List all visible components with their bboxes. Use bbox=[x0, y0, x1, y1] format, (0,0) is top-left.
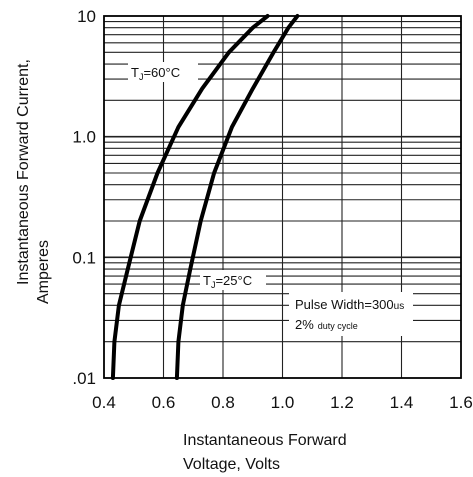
y-tick-label: .01 bbox=[72, 369, 96, 388]
x-tick-label: 0.4 bbox=[92, 393, 116, 412]
series-label-25c: TJ=25°C bbox=[200, 270, 266, 290]
x-axis-title-line2: Voltage, Volts bbox=[183, 456, 280, 473]
series-label-60c-sub: J bbox=[139, 72, 144, 82]
y-tick-label: 10 bbox=[77, 7, 96, 26]
series-label-60c: TJ=60°C bbox=[128, 62, 198, 82]
pulse-annotation: Pulse Width=300us 2% duty cycle bbox=[289, 292, 413, 336]
series-label-60c-text: TJ=60°C bbox=[131, 65, 180, 82]
x-tick-label: 1.4 bbox=[390, 393, 414, 412]
grid bbox=[104, 16, 461, 378]
series-line-1 bbox=[174, 14, 300, 380]
x-tick-label: 1.2 bbox=[330, 393, 354, 412]
series-label-25c-rest: =25°C bbox=[215, 273, 252, 288]
curves bbox=[110, 14, 300, 380]
series-label-60c-rest: =60°C bbox=[143, 65, 180, 80]
pulse-annotation-line2-main: 2% bbox=[295, 317, 314, 332]
y-tick-label: 1.0 bbox=[72, 128, 96, 147]
series-label-60c-main: T bbox=[131, 65, 139, 80]
y-tick-label: 0.1 bbox=[72, 248, 96, 267]
series-label-25c-bg bbox=[200, 270, 266, 290]
tick-labels: 0.4 0.6 0.8 1.0 1.2 1.4 1.6 .01 0.1 1.0 10 bbox=[72, 7, 472, 412]
plot-border bbox=[103, 15, 462, 379]
x-tick-label: 0.8 bbox=[211, 393, 235, 412]
x-tick-label: 0.6 bbox=[152, 393, 176, 412]
pulse-annotation-line2: 2% duty cycle bbox=[295, 317, 358, 332]
x-tick-label: 1.6 bbox=[449, 393, 473, 412]
pulse-annotation-bg bbox=[289, 292, 413, 336]
x-tick-label: 1.0 bbox=[271, 393, 295, 412]
pulse-annotation-line1: Pulse Width=300us bbox=[295, 297, 404, 312]
x-axis-title-line1: Instantaneous Forward bbox=[183, 432, 347, 449]
y-axis-title-line2: Amperes bbox=[35, 240, 52, 304]
series-label-25c-sub: J bbox=[211, 280, 216, 290]
y-axis-title-line1: Instantaneous Forward Current, bbox=[15, 59, 32, 285]
pulse-annotation-line2-rest: duty cycle bbox=[318, 321, 358, 331]
series-label-25c-main: T bbox=[203, 273, 211, 288]
plot-frame bbox=[103, 15, 462, 379]
series-line-0 bbox=[110, 14, 270, 380]
series-label-25c-text: TJ=25°C bbox=[203, 273, 252, 290]
pulse-annotation-line1-unit: us bbox=[394, 301, 405, 312]
pulse-annotation-line1-main: Pulse Width=300 bbox=[295, 297, 394, 312]
series-label-60c-bg bbox=[128, 62, 198, 82]
